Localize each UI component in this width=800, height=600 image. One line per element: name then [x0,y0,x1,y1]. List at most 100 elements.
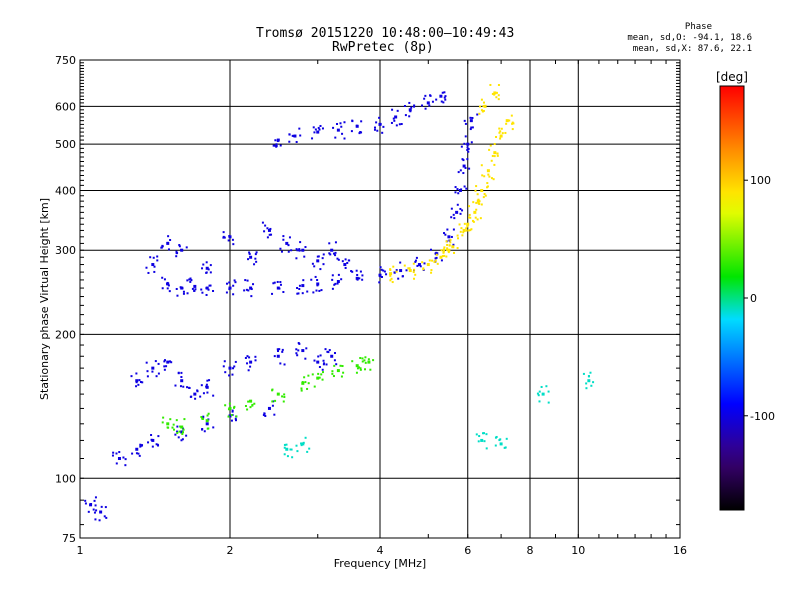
data-point [495,91,498,94]
data-point [443,246,446,249]
data-point [336,282,339,285]
data-point [435,253,438,256]
data-point [313,385,316,388]
data-point [467,229,470,232]
data-point [382,125,385,128]
data-point [227,408,230,411]
data-point [295,257,298,260]
data-point [469,216,472,219]
data-point [331,274,334,277]
data-point [250,295,253,298]
data-point [463,185,466,188]
data-point [344,258,347,261]
data-point [439,94,443,98]
data-point [419,265,422,268]
data-point [482,105,485,108]
data-point [156,259,159,262]
data-point [431,100,434,103]
data-point [456,234,459,237]
data-point [151,370,154,373]
data-point [467,147,470,150]
x-tick-label: 1 [77,544,84,557]
data-point [316,284,319,287]
data-point [547,401,550,404]
data-point [304,357,307,360]
data-point [295,248,298,251]
data-point [363,359,366,362]
stats-line-x: mean, sd,X: 87.6, 22.1 [632,44,752,54]
data-point [423,262,426,265]
data-point [399,269,403,273]
data-point [511,122,514,125]
data-point [325,363,328,366]
data-point [455,210,459,214]
data-point [199,395,202,398]
data-point [232,367,235,370]
data-point [307,374,310,377]
data-point [537,394,540,397]
data-point [283,393,286,396]
data-point [301,349,305,353]
data-point [152,256,155,259]
data-point [179,286,182,289]
data-point [466,225,469,228]
data-point [466,158,469,161]
data-point [274,399,277,402]
data-point [301,381,305,385]
data-point [185,246,188,249]
data-point [227,415,230,418]
data-point [379,123,382,126]
data-point [460,145,463,148]
data-point [410,106,413,109]
data-point [201,428,204,431]
data-point [163,365,166,368]
data-point [286,455,289,458]
data-point [369,368,372,371]
data-point [464,166,467,169]
data-point [393,119,396,122]
data-point [339,122,342,125]
data-point [169,418,172,421]
data-point [412,271,415,274]
data-point [267,228,271,232]
data-point [331,278,334,281]
data-point [445,240,448,243]
data-point [498,127,501,130]
data-point [297,349,300,352]
data-point [326,350,329,353]
data-point [254,355,257,358]
data-point [341,260,344,263]
data-point [475,201,478,204]
data-point [295,140,298,143]
data-point [234,360,237,363]
data-point [249,255,253,259]
data-point [361,278,364,281]
data-point [279,281,282,284]
data-point [459,207,462,210]
data-point [361,274,364,277]
data-point [404,114,407,117]
data-point [200,288,203,291]
data-point [367,358,370,361]
data-point [447,248,451,252]
data-point [225,291,228,294]
data-point [495,135,498,138]
data-point [296,292,299,295]
data-point [462,231,465,234]
data-point [291,456,294,459]
data-point [248,252,251,255]
data-point [488,148,491,151]
data-point [304,436,307,439]
data-point [395,124,398,127]
data-point [504,131,507,134]
data-point [321,127,324,130]
data-point [263,412,266,415]
y-tick-label: 300 [55,244,76,257]
data-point [180,425,184,429]
data-point [389,269,392,272]
y-tick-label: 200 [55,328,76,341]
data-point [194,397,197,400]
data-point [299,241,302,244]
data-point [150,434,153,437]
data-point [176,425,179,428]
